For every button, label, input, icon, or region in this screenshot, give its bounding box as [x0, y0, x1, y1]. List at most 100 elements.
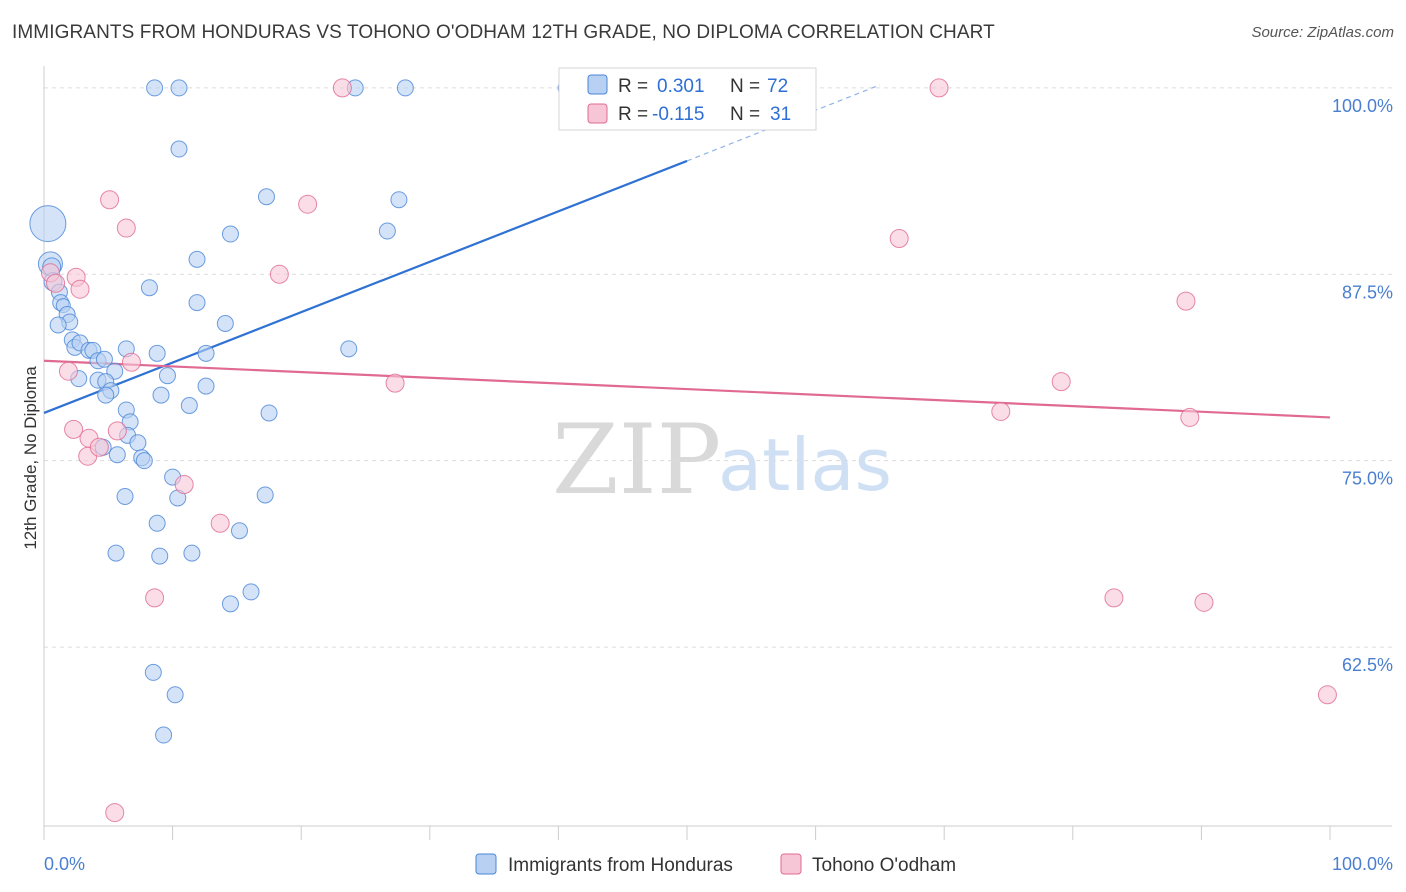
y-tick-label-1: 87.5%	[1342, 282, 1393, 302]
point-tohono-8	[89, 437, 109, 457]
point-honduras-16	[95, 350, 113, 368]
point-honduras-55	[221, 595, 239, 613]
y-tick-label-2: 75.0%	[1342, 469, 1393, 489]
legend-n-value-honduras: 72	[767, 76, 788, 97]
point-honduras-32	[140, 279, 158, 297]
x-tick-labels: 0.0% 100.0%	[44, 854, 1393, 874]
point-honduras-37	[197, 344, 215, 362]
point-honduras-51	[183, 544, 201, 562]
point-honduras-53	[230, 522, 248, 540]
bottom-legend-swatch-honduras	[475, 853, 497, 875]
point-honduras-60	[170, 79, 188, 97]
point-tohono-9	[107, 421, 127, 441]
data-points	[29, 78, 1337, 823]
watermark-atlas: atlas	[718, 423, 892, 507]
point-honduras-59	[146, 79, 164, 97]
legend-r-label-2: R =	[618, 104, 648, 125]
point-honduras-0	[29, 205, 67, 243]
legend-swatch-tohono	[587, 103, 608, 124]
series-legend: Immigrants from Honduras Tohono O'odham	[475, 853, 956, 876]
point-tohono-3	[70, 279, 90, 299]
point-honduras-66	[340, 340, 358, 358]
point-honduras-58	[155, 726, 173, 744]
point-tohono-10	[121, 352, 141, 372]
source-label: Source: ZipAtlas.com	[1251, 24, 1394, 41]
trend-line-honduras	[43, 159, 688, 414]
stats-legend: R = 0.301 N = 72 R = -0.115 N = 31	[558, 67, 817, 131]
point-honduras-54	[242, 583, 260, 601]
point-tohono-1	[46, 273, 66, 293]
x-tick-label-0: 0.0%	[44, 854, 85, 874]
point-honduras-30	[108, 446, 126, 464]
point-honduras-34	[158, 367, 176, 385]
point-honduras-41	[216, 314, 234, 332]
point-honduras-50	[151, 547, 169, 565]
point-tohono-11	[100, 190, 120, 210]
point-honduras-43	[257, 188, 275, 206]
y-axis-label: 12th Grade, No Diploma	[21, 366, 40, 550]
point-tohono-5	[64, 419, 84, 439]
point-honduras-52	[107, 544, 125, 562]
grid-lines	[44, 87, 1392, 648]
point-honduras-63	[396, 79, 414, 97]
point-honduras-45	[256, 486, 274, 504]
legend-swatch-honduras	[587, 74, 608, 95]
point-honduras-42	[221, 225, 239, 243]
point-honduras-35	[152, 386, 170, 404]
point-tohono-16	[269, 264, 289, 284]
point-tohono-22	[929, 78, 949, 98]
axes	[43, 66, 1392, 840]
point-honduras-33	[148, 344, 166, 362]
point-tohono-25	[1104, 588, 1124, 608]
point-tohono-29	[1317, 685, 1337, 705]
watermark-zip: ZIP	[552, 404, 721, 516]
bottom-legend-label-tohono: Tohono O'odham	[812, 855, 956, 876]
point-honduras-56	[144, 663, 162, 681]
y-tick-label-3: 62.5%	[1342, 655, 1393, 675]
y-tick-labels: 100.0% 87.5% 75.0% 62.5%	[1332, 96, 1393, 675]
point-tohono-19	[385, 373, 405, 393]
point-honduras-48	[116, 487, 134, 505]
y-tick-label-0: 100.0%	[1332, 96, 1393, 116]
point-honduras-40	[188, 250, 206, 268]
point-tohono-13	[145, 588, 165, 608]
point-honduras-61	[170, 140, 188, 158]
point-tohono-4	[58, 361, 78, 381]
point-tohono-12	[116, 218, 136, 238]
point-honduras-27	[129, 434, 147, 452]
chart-title: IMMIGRANTS FROM HONDURAS VS TOHONO O'ODH…	[12, 22, 995, 43]
trend-lines	[43, 84, 1331, 419]
point-tohono-28	[1194, 592, 1214, 612]
point-honduras-38	[197, 377, 215, 395]
point-tohono-26	[1176, 291, 1196, 311]
point-honduras-49	[148, 514, 166, 532]
point-honduras-39	[188, 294, 206, 312]
point-tohono-24	[1051, 372, 1071, 392]
point-honduras-65	[390, 191, 408, 209]
bottom-legend-swatch-tohono	[780, 853, 802, 875]
legend-r-value-tohono: -0.115	[652, 104, 704, 125]
point-tohono-27	[1180, 407, 1200, 427]
legend-r-label-1: R =	[618, 76, 648, 97]
point-tohono-17	[298, 194, 318, 214]
point-honduras-29	[135, 452, 153, 470]
bottom-legend-label-honduras: Immigrants from Honduras	[508, 855, 733, 876]
legend-n-label-1: N =	[730, 76, 760, 97]
point-tohono-14	[174, 475, 194, 495]
point-tohono-23	[991, 401, 1011, 421]
point-honduras-9	[49, 316, 67, 334]
point-honduras-44	[260, 404, 278, 422]
point-tohono-21	[889, 228, 909, 248]
x-tick-label-1: 100.0%	[1332, 854, 1393, 874]
point-honduras-64	[378, 222, 396, 240]
legend-n-label-2: N =	[730, 104, 760, 125]
point-honduras-57	[166, 686, 184, 704]
point-tohono-15	[210, 513, 230, 533]
point-tohono-30	[105, 803, 125, 823]
legend-n-value-tohono: 31	[770, 104, 791, 125]
point-honduras-23	[97, 386, 115, 404]
point-honduras-36	[180, 397, 198, 415]
point-tohono-18	[332, 78, 352, 98]
trend-line-tohono	[43, 359, 1331, 419]
